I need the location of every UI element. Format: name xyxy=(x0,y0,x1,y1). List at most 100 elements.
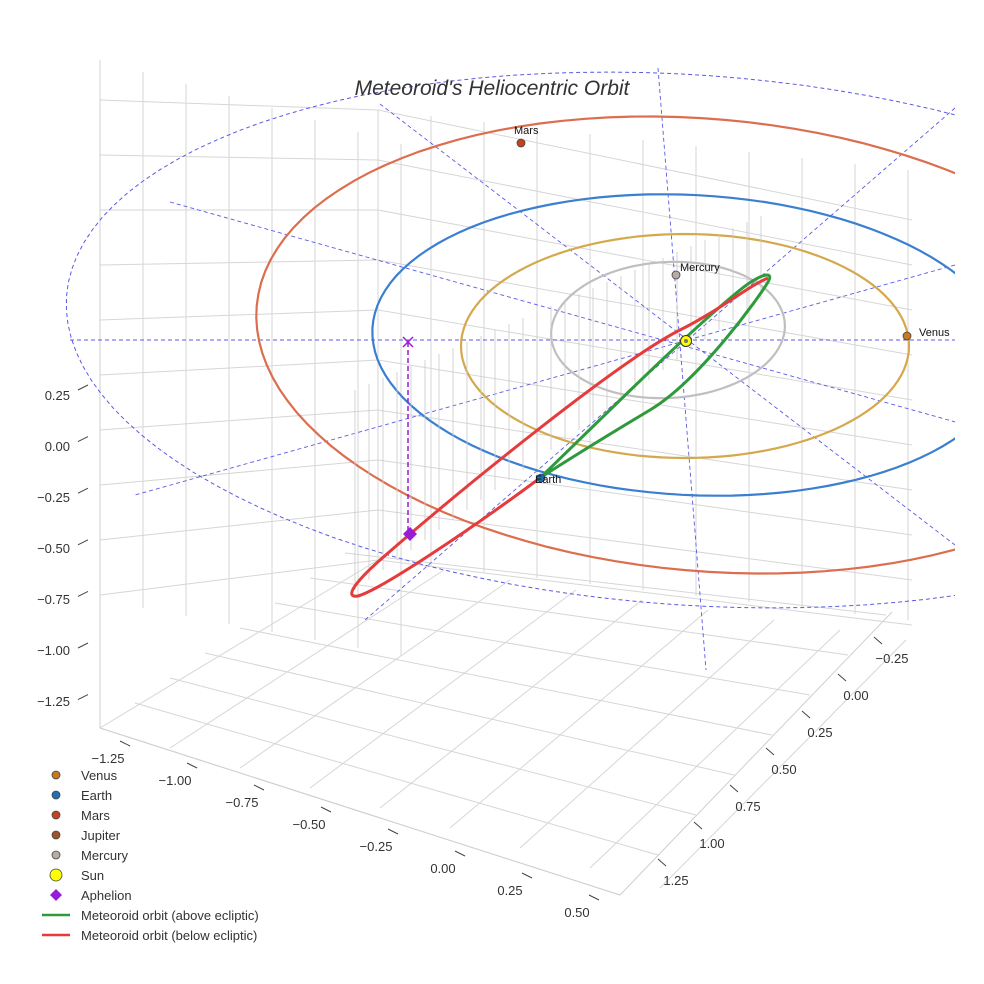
markers: Mercury Venus Earth Mars xyxy=(402,125,950,541)
y-tick-label: 0.00 xyxy=(843,688,868,703)
legend-item: Venus xyxy=(51,768,118,783)
planet-venus-marker xyxy=(902,331,912,341)
x-tick-mark xyxy=(588,894,600,901)
grid-line xyxy=(99,559,379,729)
y-tick-mark xyxy=(837,673,847,682)
y-tick-label: 1.25 xyxy=(663,873,688,888)
drop-lines xyxy=(354,216,762,590)
ecliptic-radial-line xyxy=(169,201,955,423)
grid-line xyxy=(309,589,577,789)
meteoroid-orbit xyxy=(350,273,772,598)
grid-line xyxy=(309,577,849,656)
y-tick-mark xyxy=(729,784,739,793)
planet-mars-marker xyxy=(516,138,526,148)
x-tick-mark xyxy=(119,740,131,747)
x-tick-mark xyxy=(387,828,399,835)
z-tick-label: 0.25 xyxy=(45,388,70,403)
y-tick-mark xyxy=(693,821,703,830)
grid-line xyxy=(99,154,379,161)
y-tick-mark xyxy=(657,858,667,867)
x-tick-mark xyxy=(454,850,466,857)
grid-line xyxy=(379,599,643,809)
legend-item: Sun xyxy=(49,868,104,883)
z-tick-label: −1.00 xyxy=(37,643,70,658)
legend-diamond-swatch xyxy=(50,889,62,901)
y-tick-label: −0.25 xyxy=(876,651,909,666)
x-tick-label: −0.25 xyxy=(360,839,393,854)
z-tick-mark xyxy=(77,590,89,597)
y-tick-label: 0.50 xyxy=(771,762,796,777)
x-tick-label: −1.25 xyxy=(92,751,125,766)
y-tick-mark xyxy=(765,747,775,756)
orbit-mars xyxy=(255,115,955,575)
grid-line xyxy=(99,459,379,486)
legend-item: Jupiter xyxy=(51,828,121,843)
legend-label: Jupiter xyxy=(81,828,121,843)
z-tick-label: −0.75 xyxy=(37,592,70,607)
x-tick-label: −0.75 xyxy=(226,795,259,810)
grid-line xyxy=(519,619,775,849)
z-tick-mark xyxy=(77,642,89,649)
aphelion-x-stroke xyxy=(402,336,414,348)
planet-venus-label: Venus xyxy=(919,327,950,339)
meteoroid-orbit-above xyxy=(538,273,772,480)
box-edge xyxy=(619,611,893,896)
x-tick-label: 0.25 xyxy=(497,883,522,898)
grid-line xyxy=(377,409,913,491)
legend-label: Aphelion xyxy=(81,888,132,903)
legend-circle-swatch xyxy=(51,850,61,860)
grid-line xyxy=(99,309,379,321)
box-edge xyxy=(99,727,621,896)
aphelion-marker xyxy=(403,527,417,541)
legend-label: Mars xyxy=(81,808,110,823)
planet-earth-label: Earth xyxy=(535,474,561,486)
legend-label: Mercury xyxy=(81,848,128,863)
grid-line xyxy=(589,629,841,869)
legend-item: Aphelion xyxy=(50,888,132,903)
grid-line xyxy=(169,677,697,816)
grid-line xyxy=(377,109,913,221)
grid-line xyxy=(377,459,913,536)
legend-circle-swatch xyxy=(51,790,61,800)
legend: Venus Earth Mars Jupiter Mercury Sun Aphelion M… xyxy=(42,768,259,943)
z-tick-mark xyxy=(77,539,89,546)
legend-circle-swatch xyxy=(49,868,63,882)
grid-line xyxy=(377,159,913,266)
x-tick-label: −1.00 xyxy=(159,773,192,788)
grid-line xyxy=(377,559,913,626)
z-tick-mark xyxy=(77,694,89,701)
legend-item: Mercury xyxy=(51,848,128,863)
legend-circle-swatch xyxy=(51,810,61,820)
ecliptic-radial-line xyxy=(379,103,955,546)
grid-line xyxy=(239,579,511,769)
legend-label: Earth xyxy=(81,788,112,803)
grid-line xyxy=(169,569,445,749)
z-tick-mark xyxy=(77,487,89,494)
x-tick-label: −0.50 xyxy=(293,817,326,832)
aphelion-projection-marker xyxy=(402,336,414,348)
z-tick-label: −0.50 xyxy=(37,541,70,556)
x-tick-label: 0.00 xyxy=(430,861,455,876)
grid-line xyxy=(134,702,659,856)
legend-item: Meteoroid orbit (above ecliptic) xyxy=(42,908,259,923)
x-tick-mark xyxy=(521,872,533,879)
planet-mercury-label: Mercury xyxy=(680,262,720,274)
legend-label: Meteoroid orbit (above ecliptic) xyxy=(81,908,259,923)
legend-circle-swatch xyxy=(51,830,61,840)
ecliptic-radial-line xyxy=(134,264,955,496)
planet-mars-label: Mars xyxy=(514,125,539,137)
grid-line xyxy=(377,259,913,356)
grid-line xyxy=(99,359,379,376)
grid-line xyxy=(204,652,735,776)
orbit-venus xyxy=(459,232,911,460)
grid-line xyxy=(377,309,913,401)
z-tick-label: 0.00 xyxy=(45,439,70,454)
axis-ticks: 0.25 0.00 −0.25 −0.50 −0.75 −1.00 −1.25 −1.25 −1… xyxy=(37,384,909,920)
grid-line xyxy=(659,639,907,889)
legend-label: Meteoroid orbit (below ecliptic) xyxy=(81,928,257,943)
y-tick-label: 1.00 xyxy=(699,836,724,851)
grid-line xyxy=(99,509,379,541)
z-tick-mark xyxy=(77,384,89,391)
planet-earth-marker xyxy=(536,473,546,483)
